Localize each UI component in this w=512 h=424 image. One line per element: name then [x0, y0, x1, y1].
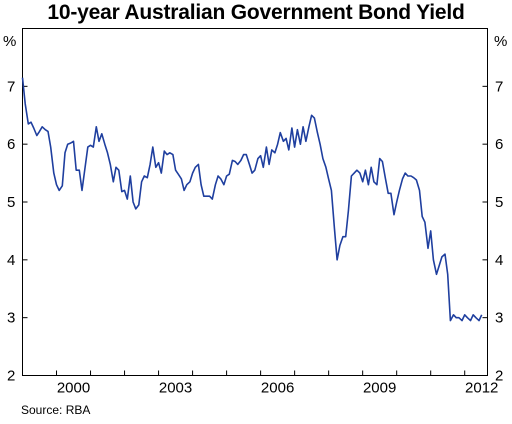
chart-title: 10-year Australian Government Bond Yield	[47, 1, 465, 24]
y-tick-label-left-3: 3	[7, 310, 15, 327]
y-axis-left: 2 3 4 5 6 7	[7, 78, 28, 385]
x-axis: 2000 2003 2006 2009 2012	[22, 370, 498, 397]
y-tick-label-right-6: 6	[495, 136, 503, 153]
y-tick-label-right-7: 7	[495, 78, 503, 95]
y-unit-right: %	[494, 33, 507, 50]
x-tick-label-2003: 2003	[159, 380, 192, 397]
source-note: Source: RBA	[21, 403, 91, 417]
y-tick-label-left-6: 6	[7, 136, 15, 153]
x-tick-label-2012: 2012	[465, 380, 498, 397]
y-unit-left: %	[3, 33, 16, 50]
y-axis-right: 2 3 4 5 6 7	[482, 78, 503, 385]
y-tick-label-left-4: 4	[7, 252, 15, 269]
x-tick-label-2000: 2000	[57, 380, 90, 397]
y-tick-label-left-2: 2	[7, 368, 15, 385]
x-tick-label-2009: 2009	[363, 380, 396, 397]
y-tick-label-left-7: 7	[7, 78, 15, 95]
y-tick-label-right-3: 3	[495, 310, 503, 327]
series-line-bond-yield	[21, 77, 483, 322]
y-tick-label-left-5: 5	[7, 194, 15, 211]
y-tick-label-right-4: 4	[495, 252, 503, 269]
x-tick-label-2006: 2006	[261, 380, 294, 397]
plot-frame	[22, 28, 488, 376]
y-tick-label-right-5: 5	[495, 194, 503, 211]
y-tick-label-right-2: 2	[495, 368, 503, 385]
